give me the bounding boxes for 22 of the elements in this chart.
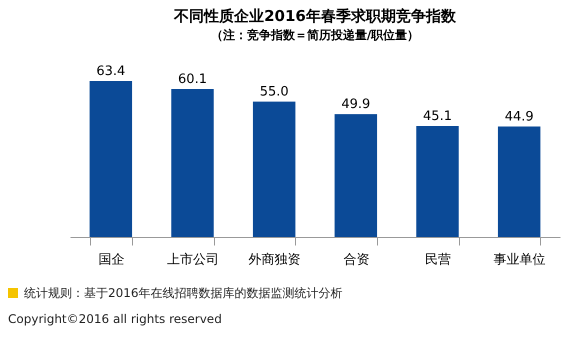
bar — [416, 126, 459, 237]
bar — [90, 80, 132, 237]
x-tick-label: 事业单位 — [494, 252, 546, 268]
chart-subtitle: （注：竞争指数＝简历投递量/职位量） — [210, 28, 420, 42]
data-label: 44.9 — [504, 109, 534, 124]
data-label: 63.4 — [96, 64, 126, 79]
text: Copyright©2016 all rights reserved — [8, 312, 223, 326]
data-label: 55.0 — [260, 84, 289, 100]
text: 统计规则：基于2016年在线招聘数据库的数据监测统计分析 — [23, 284, 343, 302]
x-tick-label: 上市公司 — [167, 252, 219, 268]
bar — [498, 126, 540, 237]
data-label: 45.1 — [423, 108, 452, 124]
x-tick-label: 国企 — [98, 252, 124, 268]
data-label: 60.1 — [178, 72, 207, 88]
x-tick-label: 民营 — [425, 252, 451, 268]
x-tick-label: 合资 — [343, 252, 370, 268]
bar — [334, 114, 378, 237]
chart-title: 不同性质企业2016年春季求职期竞争指数 — [173, 6, 457, 25]
data-label: 49.9 — [341, 97, 370, 112]
x-tick-label: 外商独资 — [248, 252, 301, 268]
bar — [252, 102, 296, 237]
bar — [171, 89, 214, 237]
